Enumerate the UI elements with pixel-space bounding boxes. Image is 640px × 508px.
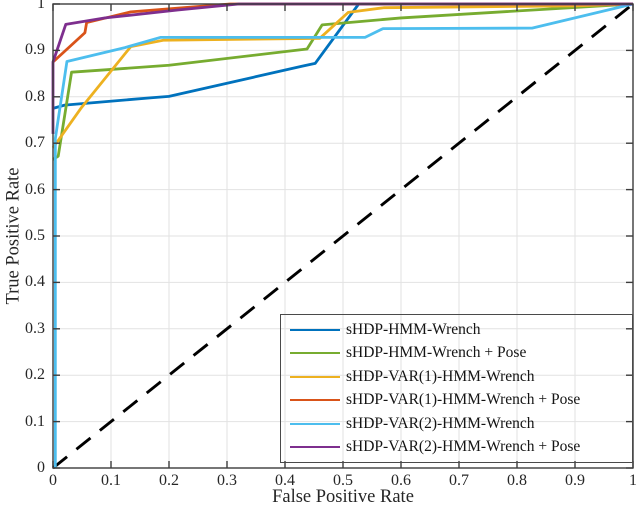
x-tick-label: 0.2 xyxy=(159,472,179,489)
y-tick-label: 0.9 xyxy=(25,41,45,59)
legend-item-label: sHDP-VAR(1)-HMM-Wrench + Pose xyxy=(346,391,581,409)
x-tick-label: 0 xyxy=(49,472,57,489)
x-tick-label: 0.4 xyxy=(275,472,295,489)
x-tick-label: 0.3 xyxy=(217,472,237,489)
y-tick-label: 0.4 xyxy=(25,273,45,291)
x-tick-label: 0.6 xyxy=(391,472,411,489)
legend-item-label: sHDP-HMM-Wrench xyxy=(346,320,481,338)
legend-item: sHDP-VAR(1)-HMM-Wrench + Pose xyxy=(281,389,632,411)
legend-line-sample xyxy=(290,422,340,425)
legend-item: sHDP-HMM-Wrench xyxy=(281,319,632,341)
y-tick-label: 0.8 xyxy=(25,87,45,105)
x-tick-label: 0.5 xyxy=(333,472,353,489)
legend-line-sample xyxy=(290,399,340,402)
legend-item: sHDP-VAR(2)-HMM-Wrench xyxy=(281,413,632,435)
series-line-0 xyxy=(52,2,633,110)
legend-line-sample xyxy=(290,328,340,331)
x-tick-label: 0.1 xyxy=(101,472,121,489)
series-line-1 xyxy=(52,2,634,161)
legend-box: sHDP-HMM-Wrench sHDP-HMM-Wrench + Pose sHD… xyxy=(280,314,633,463)
y-tick-label: 0.7 xyxy=(25,134,45,152)
legend-item: sHDP-HMM-Wrench + Pose xyxy=(281,342,632,364)
chance-diagonal xyxy=(52,2,634,470)
x-tick-label: 0.8 xyxy=(507,472,527,489)
y-tick-label: 0.3 xyxy=(25,319,45,337)
y-tick-label: 0.1 xyxy=(25,412,45,430)
legend-line-sample xyxy=(290,352,340,355)
legend-item: sHDP-VAR(1)-HMM-Wrench xyxy=(281,366,632,388)
y-axis-title: True Positive Rate xyxy=(3,167,24,305)
legend-item-label: sHDP-HMM-Wrench + Pose xyxy=(346,344,527,362)
legend-item-label: sHDP-VAR(1)-HMM-Wrench xyxy=(346,367,535,385)
series-line-4 xyxy=(53,2,634,468)
legend-line-sample xyxy=(290,375,340,378)
x-tick-label: 0.7 xyxy=(449,472,469,489)
y-tick-label: 0 xyxy=(37,459,45,476)
y-tick-label: 1 xyxy=(37,0,45,12)
legend-line-sample xyxy=(290,446,340,449)
legend-item: sHDP-VAR(2)-HMM-Wrench + Pose xyxy=(281,436,632,458)
x-axis-title: False Positive Rate xyxy=(272,487,414,507)
legend-item-label: sHDP-VAR(2)-HMM-Wrench + Pose xyxy=(346,438,581,456)
y-tick-label: 0.2 xyxy=(25,366,45,384)
legend-item-label: sHDP-VAR(2)-HMM-Wrench xyxy=(346,414,535,432)
x-tick-label: 1 xyxy=(629,472,637,489)
y-tick-label: 0.5 xyxy=(25,227,45,244)
y-tick-label: 0.6 xyxy=(25,180,45,198)
x-tick-label: 0.9 xyxy=(565,472,585,489)
